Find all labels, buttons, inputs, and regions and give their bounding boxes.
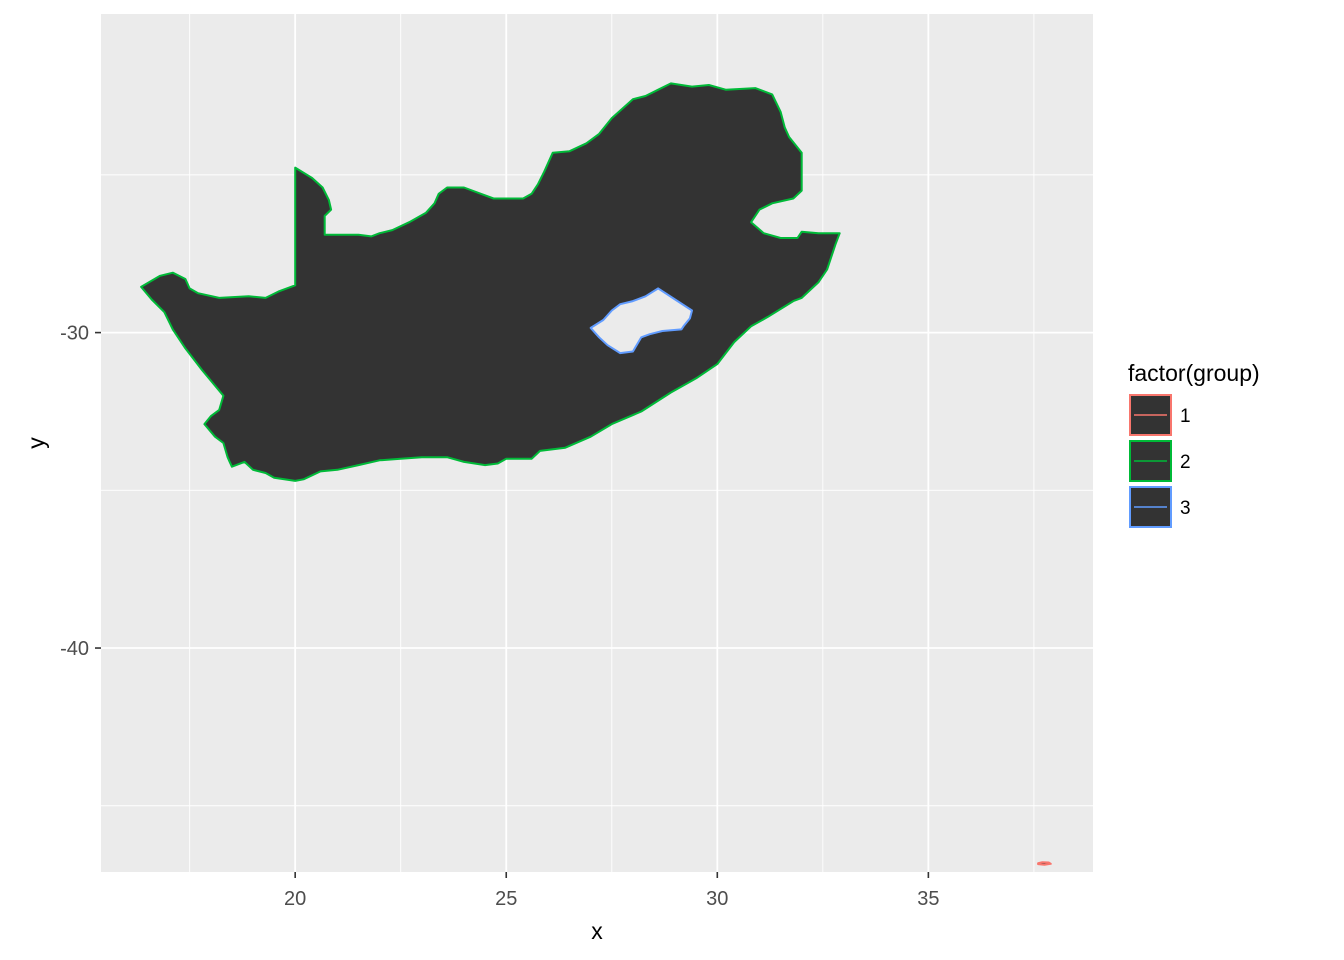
y-axis-ticks: -30 -40 [60,323,101,660]
legend-item-3: 3 [1129,486,1191,528]
legend-label: 3 [1180,498,1191,519]
legend-item-1: 1 [1129,394,1191,436]
legend-title: factor(group) [1128,360,1260,386]
x-axis-title: x [591,918,603,944]
legend: factor(group) 1 2 3 [1128,360,1260,528]
map-polygons [140,82,1052,866]
x-tick-label: 20 [284,888,306,910]
x-tick-label: 35 [917,888,939,910]
legend-item-2: 2 [1129,440,1191,482]
y-tick-label: -40 [60,638,89,660]
x-axis-ticks: 20 25 30 35 [284,872,939,910]
x-tick-label: 30 [706,888,728,910]
x-tick-label: 25 [495,888,517,910]
legend-label: 2 [1180,452,1191,473]
legend-label: 1 [1180,406,1191,427]
y-axis-title: y [23,437,49,449]
polygon-group-1 [1037,861,1052,866]
polygon-group-3 [589,287,693,355]
y-tick-label: -30 [60,323,89,345]
polygon-group-2 [140,82,841,482]
